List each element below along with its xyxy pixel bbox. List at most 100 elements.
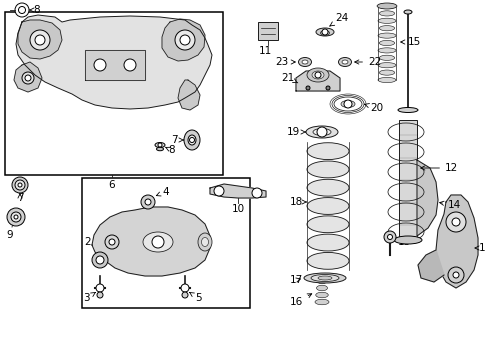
Circle shape: [452, 272, 458, 278]
Circle shape: [251, 188, 262, 198]
Text: 14: 14: [439, 200, 460, 210]
Text: 8: 8: [30, 5, 40, 15]
Polygon shape: [18, 20, 62, 59]
Bar: [5, 12, 223, 175]
Ellipse shape: [306, 252, 348, 269]
Polygon shape: [92, 207, 209, 276]
Text: 10: 10: [231, 204, 244, 214]
Ellipse shape: [377, 18, 395, 23]
Ellipse shape: [306, 179, 348, 196]
Circle shape: [18, 183, 22, 187]
Text: 22: 22: [354, 57, 381, 67]
Ellipse shape: [341, 60, 347, 64]
Circle shape: [96, 256, 104, 264]
Circle shape: [94, 59, 106, 71]
Ellipse shape: [201, 238, 208, 247]
Ellipse shape: [183, 130, 200, 150]
Ellipse shape: [379, 26, 394, 31]
Polygon shape: [435, 195, 477, 288]
Ellipse shape: [377, 48, 395, 53]
Circle shape: [124, 59, 136, 71]
Text: 24: 24: [329, 13, 347, 26]
Ellipse shape: [316, 285, 327, 291]
Circle shape: [343, 100, 351, 108]
Circle shape: [305, 86, 309, 90]
Text: 17: 17: [289, 275, 303, 285]
Ellipse shape: [302, 60, 307, 64]
Circle shape: [92, 252, 108, 268]
Circle shape: [15, 180, 25, 190]
Circle shape: [19, 6, 25, 14]
Circle shape: [386, 234, 392, 239]
Text: 16: 16: [289, 294, 311, 307]
Ellipse shape: [198, 233, 212, 251]
Ellipse shape: [298, 58, 311, 67]
Circle shape: [14, 215, 18, 219]
Circle shape: [325, 86, 329, 90]
Ellipse shape: [379, 40, 394, 46]
Circle shape: [96, 284, 104, 292]
Text: 9: 9: [7, 230, 13, 240]
Circle shape: [158, 143, 162, 147]
Circle shape: [30, 30, 50, 50]
Text: 7: 7: [171, 135, 183, 145]
Circle shape: [182, 292, 187, 298]
Ellipse shape: [304, 273, 346, 283]
Ellipse shape: [306, 234, 348, 251]
Polygon shape: [85, 50, 145, 80]
Polygon shape: [178, 80, 200, 110]
Circle shape: [152, 236, 163, 248]
Circle shape: [383, 231, 395, 243]
Text: 23: 23: [274, 57, 295, 67]
Ellipse shape: [379, 11, 394, 16]
Text: 19: 19: [286, 127, 305, 137]
Ellipse shape: [315, 28, 333, 36]
Circle shape: [97, 292, 103, 298]
Circle shape: [11, 212, 21, 222]
Circle shape: [145, 199, 151, 205]
Bar: [258, 22, 278, 40]
Circle shape: [214, 186, 224, 196]
Ellipse shape: [314, 299, 328, 305]
Polygon shape: [417, 250, 443, 282]
Text: 5: 5: [189, 292, 201, 303]
Ellipse shape: [306, 143, 348, 159]
Text: 12: 12: [420, 163, 457, 173]
Text: 11: 11: [258, 46, 271, 56]
Polygon shape: [14, 62, 42, 92]
Text: 3: 3: [83, 292, 95, 303]
Ellipse shape: [317, 276, 331, 280]
Text: 7: 7: [17, 193, 23, 203]
Ellipse shape: [142, 232, 173, 252]
Ellipse shape: [377, 3, 395, 9]
Ellipse shape: [156, 147, 163, 151]
Ellipse shape: [306, 68, 328, 82]
Text: 13: 13: [397, 237, 410, 247]
Circle shape: [181, 284, 189, 292]
Text: 21: 21: [281, 73, 297, 83]
Circle shape: [141, 195, 155, 209]
Circle shape: [7, 208, 25, 226]
Ellipse shape: [315, 292, 327, 298]
Ellipse shape: [377, 77, 395, 82]
Circle shape: [180, 35, 190, 45]
Circle shape: [109, 239, 115, 245]
Polygon shape: [295, 71, 339, 91]
Circle shape: [105, 235, 119, 249]
Text: 20: 20: [364, 103, 382, 113]
Ellipse shape: [306, 161, 348, 178]
Ellipse shape: [393, 236, 421, 244]
Polygon shape: [16, 15, 212, 109]
Ellipse shape: [397, 108, 417, 112]
Circle shape: [12, 177, 28, 193]
Circle shape: [314, 72, 320, 78]
Ellipse shape: [311, 71, 324, 79]
Text: 1: 1: [474, 243, 485, 253]
Ellipse shape: [306, 216, 348, 233]
Ellipse shape: [376, 3, 396, 9]
Circle shape: [175, 30, 195, 50]
Text: 8: 8: [165, 145, 174, 155]
Circle shape: [15, 3, 29, 17]
Ellipse shape: [340, 100, 354, 108]
Circle shape: [189, 138, 194, 143]
